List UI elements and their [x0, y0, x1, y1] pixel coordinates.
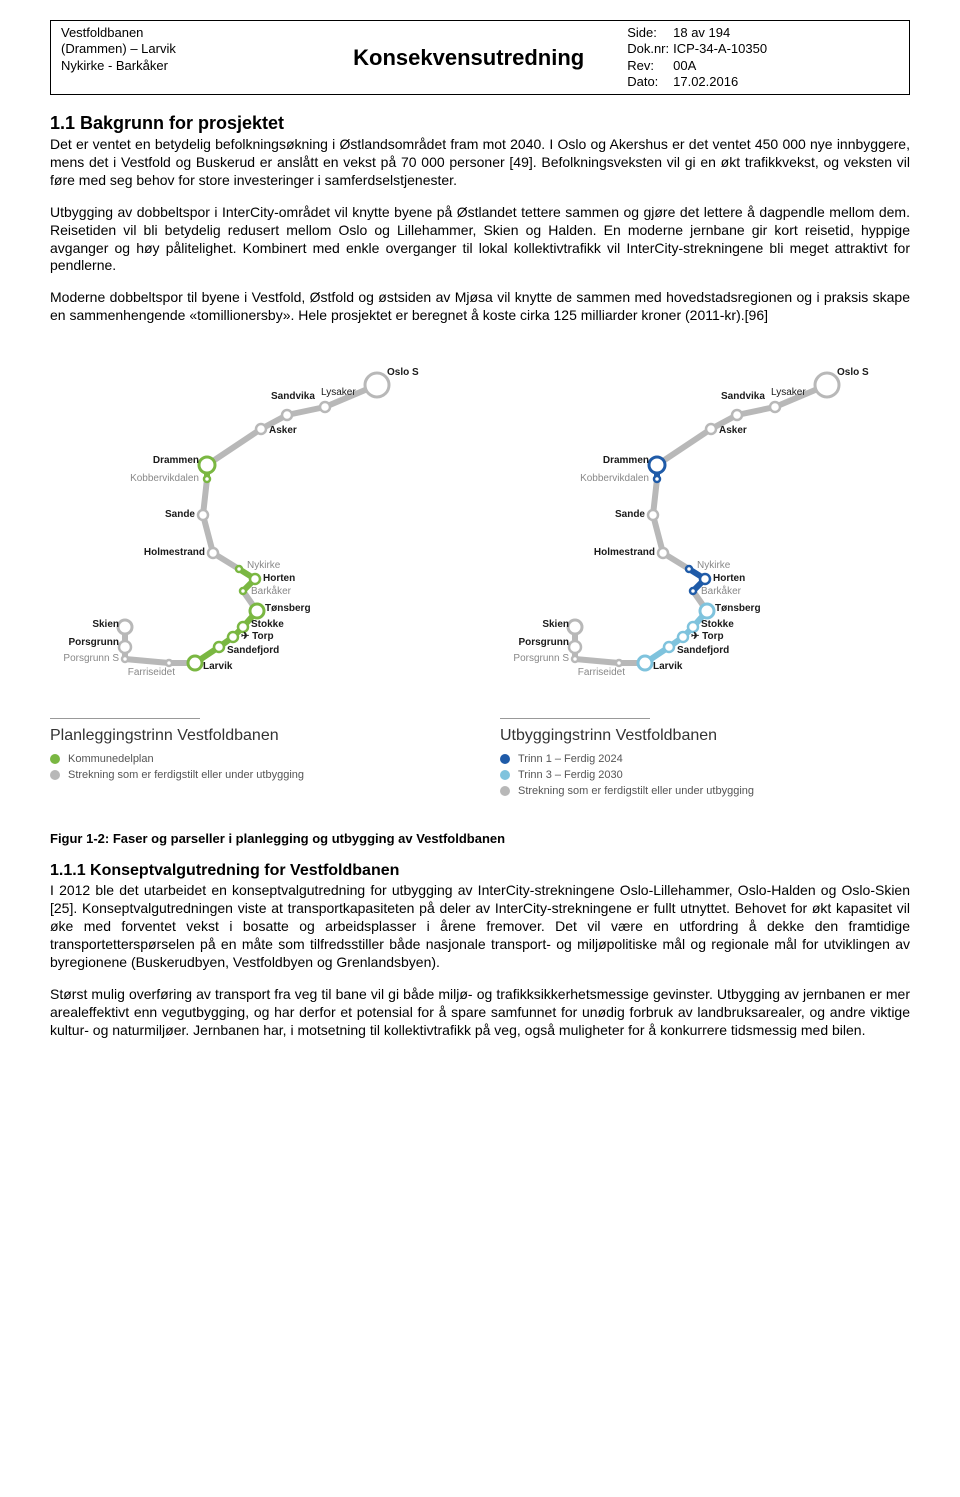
section-2-p2: Størst mulig overføring av transport fra…: [50, 986, 910, 1040]
rev-value: 00A: [673, 58, 771, 74]
dato-label: Dato:: [627, 74, 673, 90]
svg-text:✈ Torp: ✈ Torp: [241, 631, 274, 642]
project-line-1: Vestfoldbanen: [61, 25, 310, 41]
legend-item: Strekning som er ferdigstilt eller under…: [50, 769, 460, 781]
svg-text:Nykirke: Nykirke: [247, 560, 281, 571]
map-planlegging: Oslo S Lysaker Sandvika Asker Drammen Kobberv…: [50, 355, 460, 801]
svg-text:Asker: Asker: [719, 425, 747, 436]
doc-title: Konsekvensutredning: [310, 25, 627, 90]
svg-text:Horten: Horten: [263, 573, 295, 584]
svg-text:Porsgrunn: Porsgrunn: [68, 637, 119, 648]
figure-maps: Oslo S Lysaker Sandvika Asker Drammen Kobberv…: [50, 355, 910, 801]
svg-text:Barkåker: Barkåker: [701, 585, 742, 597]
svg-text:Tønsberg: Tønsberg: [715, 603, 761, 614]
side-value: 18 av 194: [673, 25, 771, 41]
svg-text:Sandefjord: Sandefjord: [227, 645, 279, 656]
map-utbygging: Oslo S Lysaker Sandvika Asker Drammen Kobberv…: [500, 355, 910, 801]
legend-item: Kommunedelplan: [50, 753, 460, 765]
svg-text:✈ Torp: ✈ Torp: [691, 631, 724, 642]
dato-value: 17.02.2016: [673, 74, 771, 90]
legend-item: Strekning som er ferdigstilt eller under…: [500, 785, 910, 797]
legend-label: Kommunedelplan: [68, 753, 154, 765]
svg-text:Drammen: Drammen: [153, 455, 199, 466]
section-1-p3: Moderne dobbeltspor til byene i Vestfold…: [50, 289, 910, 325]
svg-text:Sandefjord: Sandefjord: [677, 645, 729, 656]
svg-text:Oslo S: Oslo S: [837, 367, 869, 378]
project-line-3: Nykirke - Barkåker: [61, 58, 310, 74]
legend-right-items: Trinn 1 – Ferdig 2024 Trinn 3 – Ferdig 20…: [500, 753, 910, 797]
svg-text:Drammen: Drammen: [603, 455, 649, 466]
dok-label: Dok.nr:: [627, 41, 673, 57]
svg-text:Larvik: Larvik: [203, 661, 233, 672]
section-1-heading: 1.1 Bakgrunn for prosjektet: [50, 113, 910, 134]
svg-text:Holmestrand: Holmestrand: [594, 547, 655, 558]
svg-text:Lysaker: Lysaker: [321, 387, 356, 398]
document-header: Vestfoldbanen (Drammen) – Larvik Nykirke…: [50, 20, 910, 95]
legend-separator: [50, 718, 200, 719]
svg-text:Holmestrand: Holmestrand: [144, 547, 205, 558]
svg-text:Sandvika: Sandvika: [271, 391, 315, 402]
legend-separator: [500, 718, 650, 719]
svg-text:Oslo S: Oslo S: [387, 367, 419, 378]
legend-dot-icon: [500, 770, 510, 780]
svg-text:Porsgrunn: Porsgrunn: [518, 637, 569, 648]
section-2-p1: I 2012 ble det utarbeidet en konseptvalg…: [50, 882, 910, 972]
svg-text:Sande: Sande: [615, 509, 645, 520]
legend-dot-icon: [50, 770, 60, 780]
svg-text:Porsgrunn S: Porsgrunn S: [63, 653, 119, 664]
legend-dot-icon: [500, 786, 510, 796]
svg-text:Kobbervikdalen: Kobbervikdalen: [130, 473, 199, 484]
map-left-svg: Oslo S Lysaker Sandvika Asker Drammen Kobberv…: [50, 355, 460, 695]
svg-text:Farriseidet: Farriseidet: [578, 667, 625, 678]
side-label: Side:: [627, 25, 673, 41]
svg-text:Horten: Horten: [713, 573, 745, 584]
svg-text:Barkåker: Barkåker: [251, 585, 292, 597]
figure-caption: Figur 1-2: Faser og parseller i planlegg…: [50, 831, 910, 846]
section-1-p2: Utbygging av dobbeltspor i InterCity-omr…: [50, 204, 910, 276]
section-2-heading: 1.1.1 Konseptvalgutredning for Vestfoldb…: [50, 862, 910, 880]
svg-text:Stokke: Stokke: [701, 619, 734, 630]
legend-dot-icon: [500, 754, 510, 764]
legend-left-title: Planleggingstrinn Vestfoldbanen: [50, 727, 460, 745]
svg-text:Farriseidet: Farriseidet: [128, 667, 175, 678]
section-1-p1: Det er ventet en betydelig befolkningsøk…: [50, 136, 910, 190]
svg-text:Kobbervikdalen: Kobbervikdalen: [580, 473, 649, 484]
rev-label: Rev:: [627, 58, 673, 74]
legend-label: Trinn 3 – Ferdig 2030: [518, 769, 623, 781]
svg-text:Larvik: Larvik: [653, 661, 683, 672]
svg-text:Sandvika: Sandvika: [721, 391, 765, 402]
legend-item: Trinn 1 – Ferdig 2024: [500, 753, 910, 765]
legend-right-title: Utbyggingstrinn Vestfoldbanen: [500, 727, 910, 745]
svg-text:Skien: Skien: [542, 619, 569, 630]
header-right: Side:18 av 194 Dok.nr:ICP-34-A-10350 Rev…: [627, 25, 899, 90]
svg-text:Porsgrunn S: Porsgrunn S: [513, 653, 569, 664]
project-line-2: (Drammen) – Larvik: [61, 41, 310, 57]
legend-label: Strekning som er ferdigstilt eller under…: [68, 769, 304, 781]
header-left: Vestfoldbanen (Drammen) – Larvik Nykirke…: [61, 25, 310, 90]
legend-item: Trinn 3 – Ferdig 2030: [500, 769, 910, 781]
legend-left-items: Kommunedelplan Strekning som er ferdigsti…: [50, 753, 460, 781]
svg-text:Asker: Asker: [269, 425, 297, 436]
legend-label: Trinn 1 – Ferdig 2024: [518, 753, 623, 765]
dok-value: ICP-34-A-10350: [673, 41, 771, 57]
svg-text:Tønsberg: Tønsberg: [265, 603, 311, 614]
map-right-svg: Oslo S Lysaker Sandvika Asker Drammen Kobberv…: [500, 355, 910, 695]
svg-text:Lysaker: Lysaker: [771, 387, 806, 398]
svg-text:Stokke: Stokke: [251, 619, 284, 630]
svg-text:Skien: Skien: [92, 619, 119, 630]
svg-text:Nykirke: Nykirke: [697, 560, 731, 571]
legend-label: Strekning som er ferdigstilt eller under…: [518, 785, 754, 797]
legend-dot-icon: [50, 754, 60, 764]
svg-text:Sande: Sande: [165, 509, 195, 520]
